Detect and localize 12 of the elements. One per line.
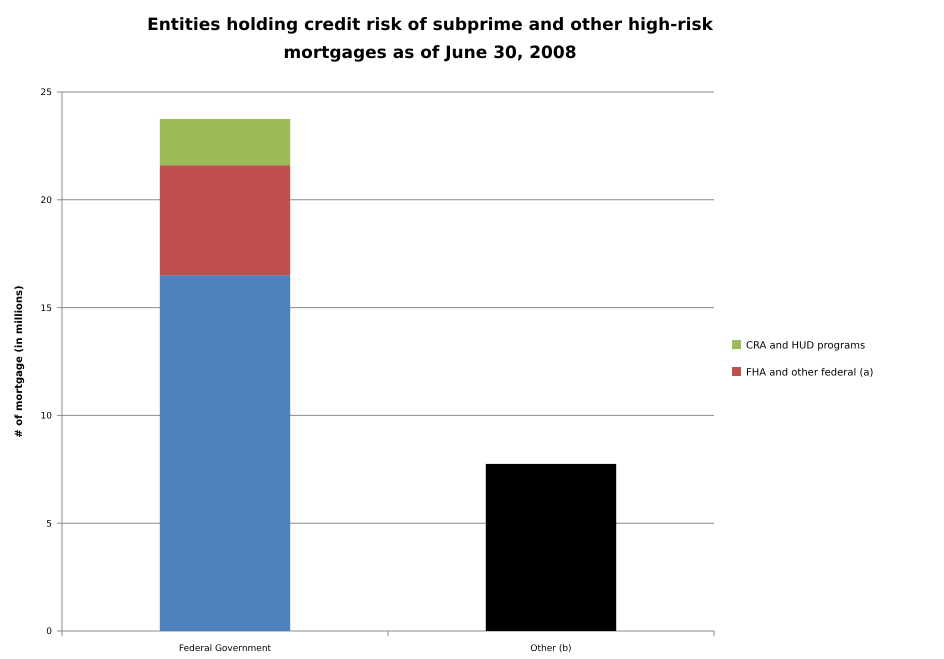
y-tick-label: 15 bbox=[40, 304, 52, 314]
y-tick-label: 5 bbox=[46, 519, 52, 530]
x-tick-label: Other (b) bbox=[530, 644, 572, 654]
x-tick-label: Federal Government bbox=[178, 644, 272, 654]
legend-label: CRA and HUD programs bbox=[746, 340, 866, 352]
y-tick-label: 25 bbox=[40, 88, 52, 98]
y-tick-label: 0 bbox=[46, 627, 52, 638]
y-tick-label: 10 bbox=[40, 412, 52, 422]
y-axis-title: # of mortgage (in millions) bbox=[14, 285, 25, 438]
y-tick-label: 20 bbox=[40, 196, 52, 206]
legend-label: FHA and other federal (a) bbox=[746, 368, 874, 378]
chart-title: Entities holding credit risk of subprime and other high-risk mortgages as of June 30, 2008 bbox=[147, 15, 714, 63]
